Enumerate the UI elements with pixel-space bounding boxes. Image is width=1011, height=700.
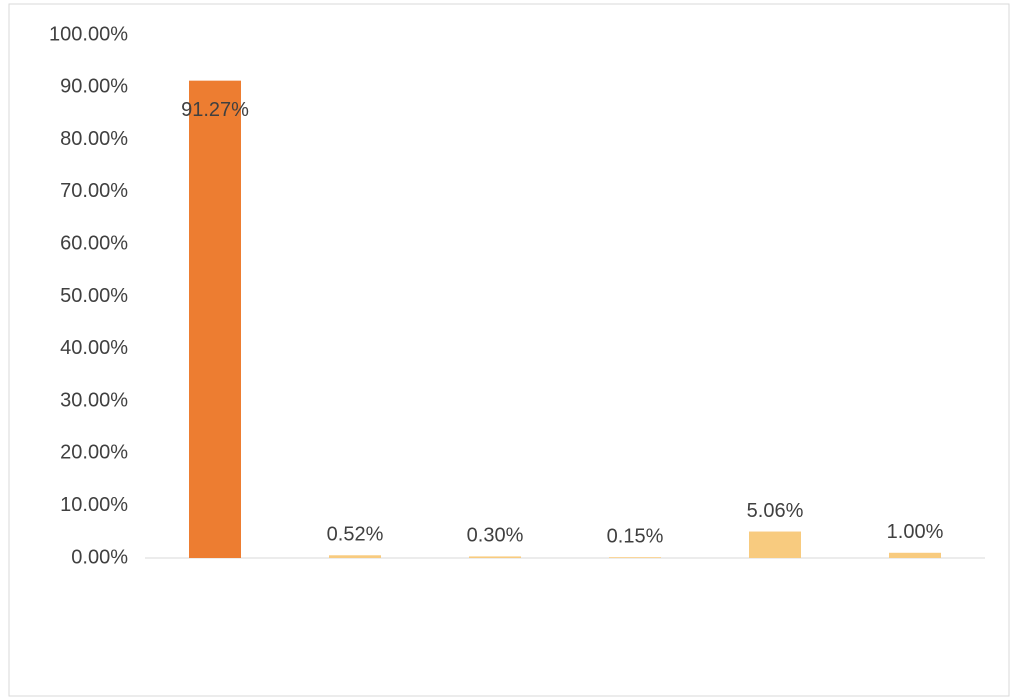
data-label: 5.06% [747, 500, 804, 522]
y-tick-label: 0.00% [71, 546, 128, 568]
bar [609, 557, 661, 558]
bar [889, 552, 941, 558]
data-label: 0.52% [327, 524, 384, 546]
bar [329, 555, 381, 558]
bar [189, 80, 241, 558]
y-tick-label: 100.00% [49, 23, 128, 45]
y-tick-label: 30.00% [60, 389, 128, 411]
bar [469, 556, 521, 558]
data-label: 0.30% [467, 525, 524, 547]
y-tick-label: 40.00% [60, 337, 128, 359]
y-tick-label: 20.00% [60, 442, 128, 464]
bar [749, 531, 801, 558]
y-tick-label: 70.00% [60, 180, 128, 202]
y-tick-label: 10.00% [60, 494, 128, 516]
y-tick-label: 90.00% [60, 76, 128, 98]
y-tick-label: 60.00% [60, 232, 128, 254]
data-label: 0.15% [607, 525, 664, 547]
data-label: 1.00% [887, 521, 944, 543]
y-tick-label: 50.00% [60, 285, 128, 307]
y-tick-label: 80.00% [60, 128, 128, 150]
chart-frame [8, 3, 1010, 697]
data-label: 91.27% [181, 99, 249, 121]
